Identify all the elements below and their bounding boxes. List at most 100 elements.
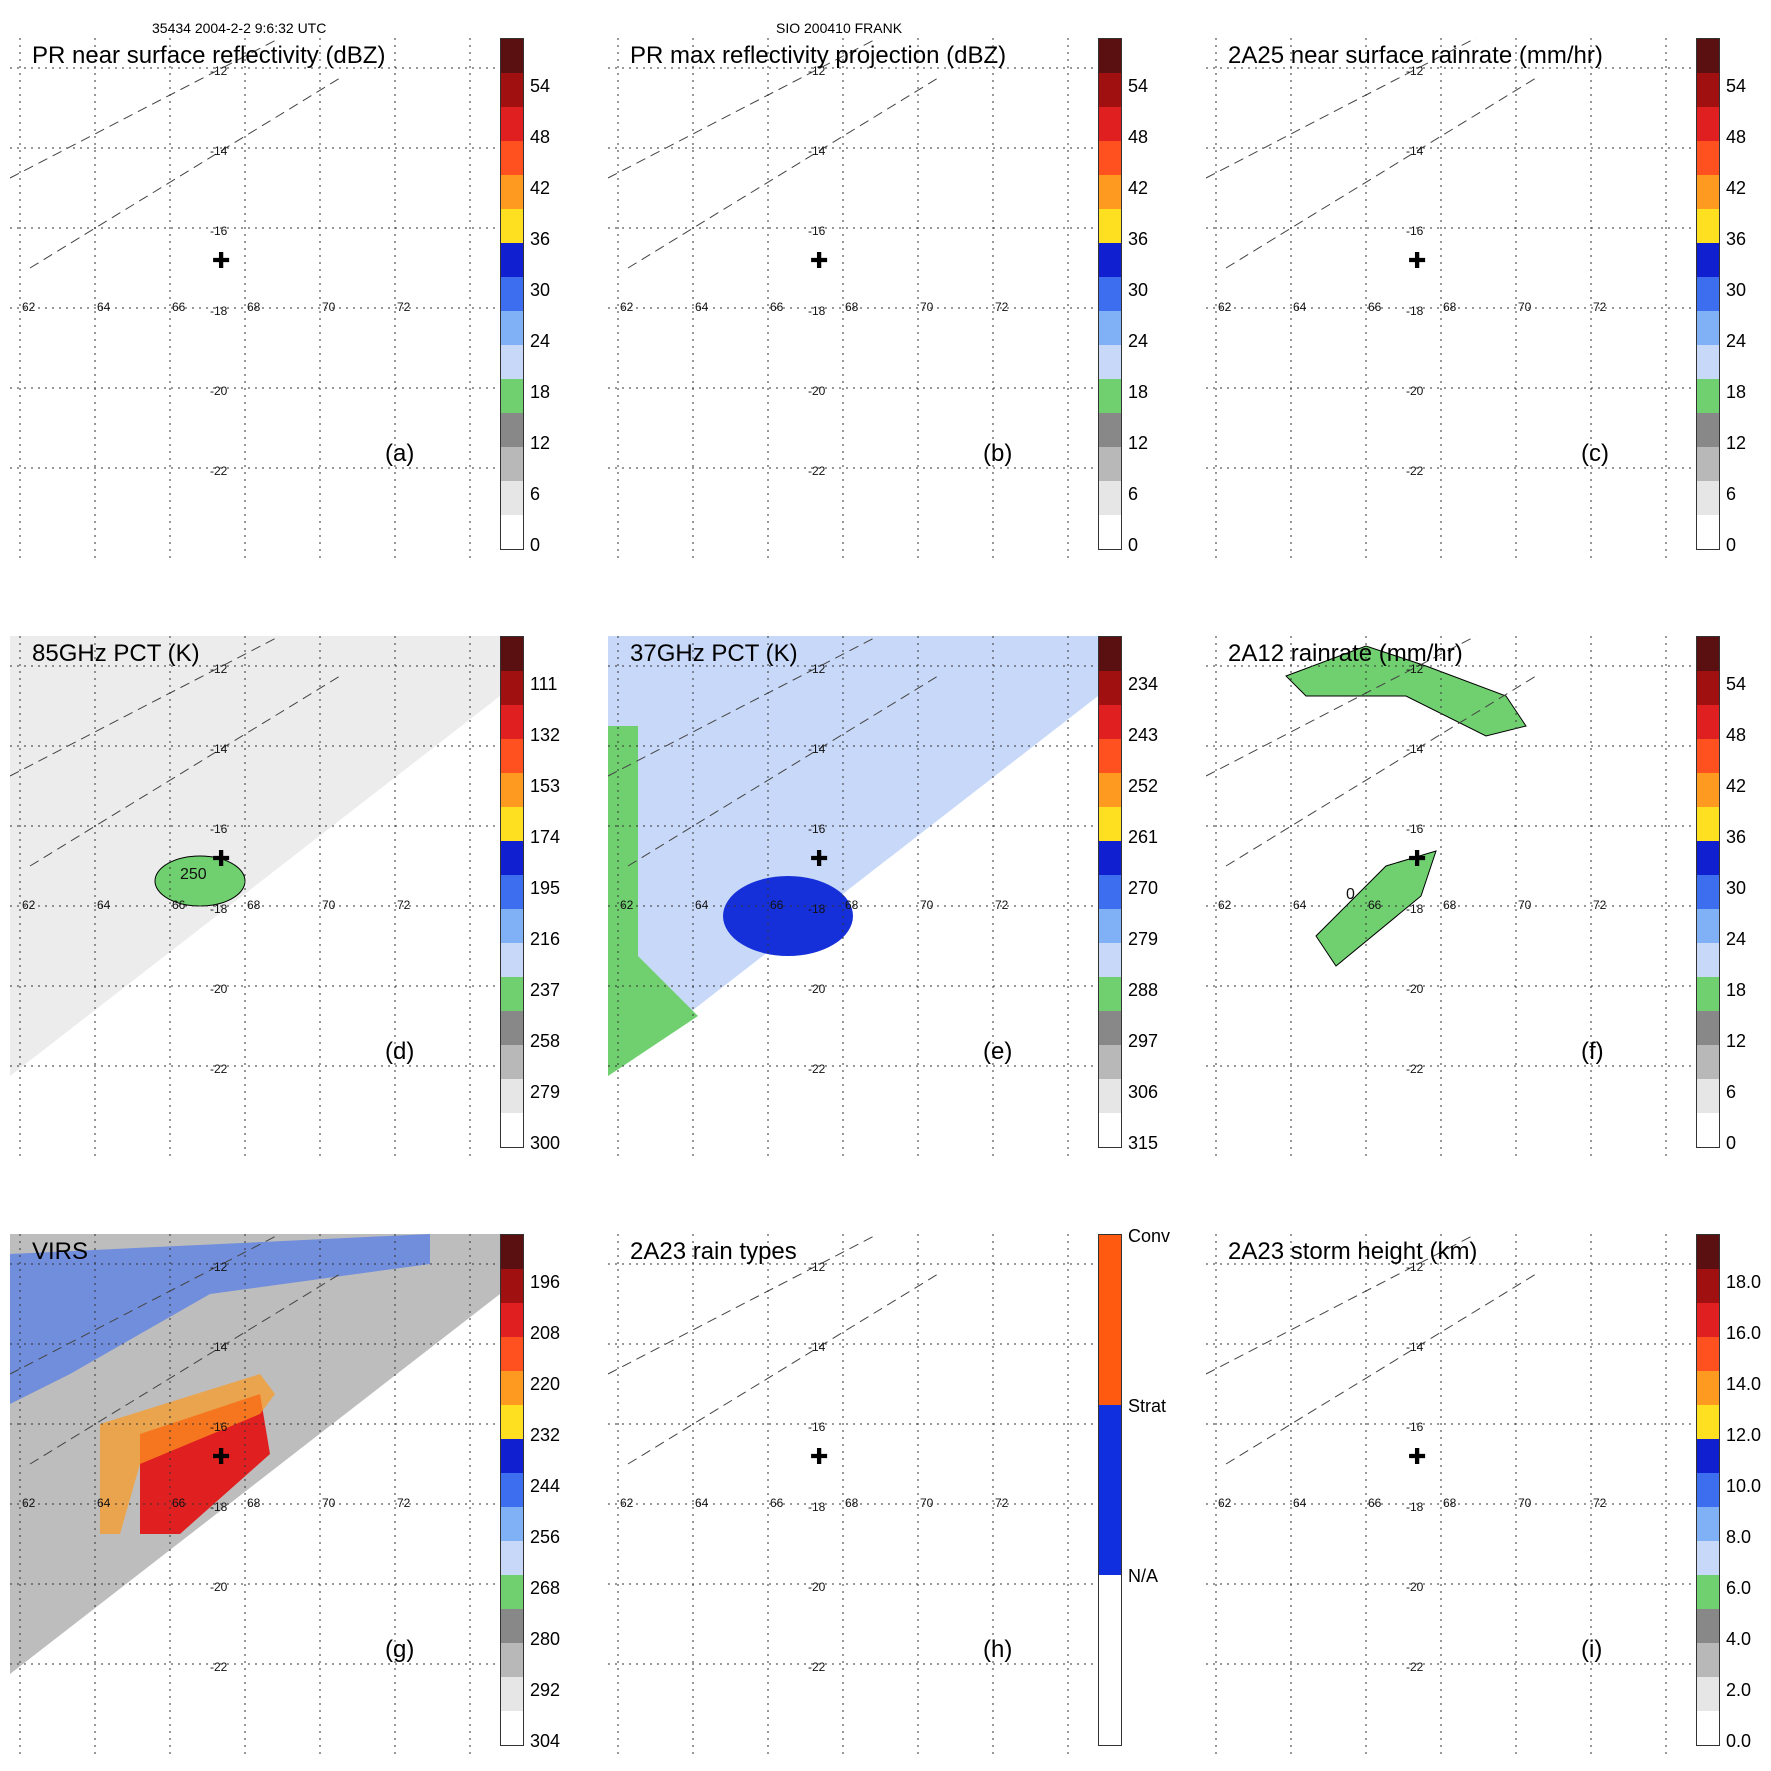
panel-letter: (c)	[1581, 440, 1609, 467]
colorbar-swatch	[1099, 209, 1121, 243]
swath-edge	[1225, 77, 1537, 269]
lat-label: -20	[210, 1580, 228, 1594]
colorbar-tick-label: 304	[530, 1731, 561, 1751]
colorbar-swatch	[1697, 311, 1719, 345]
lon-label: 70	[1518, 300, 1532, 314]
colorbar-swatch	[501, 1677, 523, 1711]
colorbar	[1696, 1234, 1720, 1746]
colorbar-swatch	[1697, 73, 1719, 107]
lat-label: -20	[210, 982, 228, 996]
storm-center-marker: ✚	[212, 1444, 231, 1469]
lon-label: 64	[695, 300, 709, 314]
lon-label: 64	[97, 898, 111, 912]
colorbar-tick-label: 6	[1128, 484, 1139, 504]
storm-center-marker: ✚	[810, 248, 829, 273]
storm-center-marker: ✚	[810, 846, 829, 871]
colorbar-tick-label: 258	[530, 1031, 561, 1051]
colorbar-swatch	[501, 841, 523, 875]
colorbar-tick-label: 2.0	[1726, 1680, 1752, 1700]
swath-edge	[1206, 636, 1477, 777]
colorbar-tick-label: 42	[1726, 178, 1747, 198]
colorbar-swatch	[1099, 311, 1121, 345]
colorbar-swatch	[1099, 1113, 1121, 1147]
colorbar-tick-label: 36	[1726, 229, 1747, 249]
colorbar-swatch	[1697, 739, 1719, 773]
colorbar-tick-label: 268	[530, 1578, 561, 1598]
colorbar-swatch	[501, 1371, 523, 1405]
colorbar-swatch	[1099, 1405, 1121, 1575]
colorbar-swatch	[1697, 1609, 1719, 1643]
colorbar-swatch	[501, 447, 523, 481]
swath-area	[10, 636, 500, 1076]
colorbar-tick-label: 36	[1128, 229, 1149, 249]
colorbar-swatch	[1697, 141, 1719, 175]
colorbar-swatch	[1697, 1371, 1719, 1405]
colorbar-tick-label: 243	[1128, 725, 1159, 745]
colorbar	[1696, 636, 1720, 1148]
lon-label: 62	[620, 1496, 634, 1510]
lat-label: -12	[808, 662, 826, 676]
lon-label: 68	[1443, 300, 1457, 314]
swath-edge	[29, 77, 341, 269]
colorbar-swatch	[501, 637, 523, 671]
colorbar-swatch	[1697, 637, 1719, 671]
colorbar-swatch	[1099, 39, 1121, 73]
lat-label: -22	[808, 1062, 826, 1076]
panel-title: 2A25 near surface rainrate (mm/hr)	[1228, 42, 1603, 69]
panel-title: VIRS	[32, 1238, 89, 1265]
swath-area	[608, 636, 1098, 1076]
lon-label: 70	[920, 1496, 934, 1510]
lat-label: -20	[808, 384, 826, 398]
colorbar-tick-label: 0	[1726, 1133, 1737, 1153]
colorbar-tick-label: 54	[1128, 76, 1149, 96]
lat-label: -20	[1406, 1580, 1424, 1594]
colorbar-swatch	[1099, 807, 1121, 841]
colorbar-tick-label: Strat	[1128, 1396, 1167, 1416]
swath-edge	[1206, 1234, 1477, 1375]
colorbar-tick-label: 153	[530, 776, 561, 796]
colorbar-swatch	[1099, 515, 1121, 549]
colorbar-tick-label: 24	[1128, 331, 1149, 351]
storm-center-marker: ✚	[1408, 846, 1427, 871]
contour-label: 0	[1346, 886, 1355, 903]
colorbar-swatch	[1099, 379, 1121, 413]
colorbar-swatch	[501, 243, 523, 277]
map-plot	[10, 636, 500, 1156]
lat-label: -14	[1406, 144, 1424, 158]
colorbar-swatch	[501, 175, 523, 209]
colorbar-tick-label: 0.0	[1726, 1731, 1752, 1751]
colorbar-tick-label: 18.0	[1726, 1272, 1762, 1292]
rain-region-north	[1285, 645, 1527, 737]
cloud-region	[10, 1234, 430, 1404]
colorbar-tick-label: 24	[1726, 929, 1747, 949]
colorbar-swatch	[501, 1113, 523, 1147]
colorbar-swatch	[1697, 1079, 1719, 1113]
lat-label: -20	[808, 982, 826, 996]
colorbar-swatch	[1697, 1269, 1719, 1303]
lat-label: -18	[1406, 902, 1424, 916]
colorbar-tick-label: 18	[1726, 382, 1747, 402]
colorbar-tick-label: 10.0	[1726, 1476, 1762, 1496]
lon-label: 72	[1593, 898, 1607, 912]
lon-label: 68	[247, 1496, 261, 1510]
colorbar-tick-label: 208	[530, 1323, 561, 1343]
panel-i: 62 64 66 68 70 72 -12 -14 -16 -18 -20 -22 ✚ 2A23 stor…	[1206, 1234, 1766, 1754]
colorbar	[1098, 1234, 1122, 1746]
colorbar-tick-label: 12	[1726, 1031, 1747, 1051]
colorbar-tick-label: 30	[1726, 280, 1747, 300]
lat-label: -16	[210, 1420, 228, 1434]
colorbar-tick-label: 237	[530, 980, 561, 1000]
colorbar-swatch	[501, 515, 523, 549]
colorbar-tick-label: 6	[1726, 1082, 1737, 1102]
lon-label: 66	[1368, 1496, 1382, 1510]
colorbar-swatch	[501, 345, 523, 379]
colorbar-swatch	[1697, 943, 1719, 977]
panel-c: 62 64 66 68 70 72 -12 -14 -16 -18 -20 -22 ✚ 2A25 near…	[1206, 38, 1766, 558]
storm-center-marker: ✚	[212, 248, 231, 273]
colorbar-swatch	[1697, 1011, 1719, 1045]
colorbar-swatch	[1697, 515, 1719, 549]
map-plot	[10, 38, 500, 558]
colorbar-swatch	[501, 1507, 523, 1541]
colorbar-swatch	[501, 1269, 523, 1303]
lon-label: 64	[1293, 1496, 1307, 1510]
